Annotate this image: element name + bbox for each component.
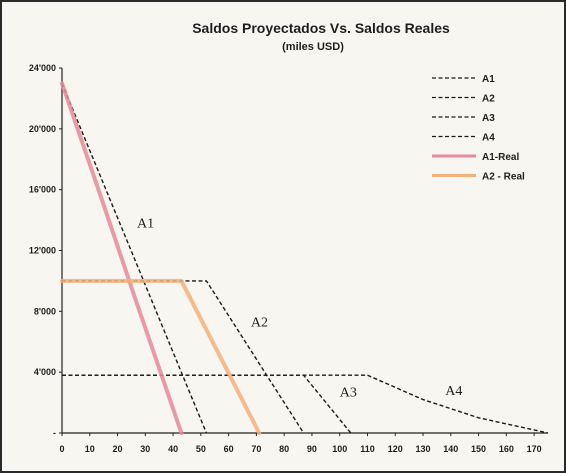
x-tick-label: 70 — [251, 444, 261, 454]
x-tick-label: 20 — [113, 444, 123, 454]
x-tick-label: 80 — [279, 444, 289, 454]
x-tick-label: 60 — [224, 444, 234, 454]
annotation-a4: A4 — [445, 384, 462, 399]
legend-label-a4: A4 — [482, 133, 495, 144]
series-line-a3 — [62, 374, 352, 434]
legend-label-a1: A1 — [482, 74, 495, 85]
x-tick-label: 170 — [527, 444, 542, 454]
x-tick-label: 0 — [59, 444, 64, 454]
annotations: A1 A2 A3 A4 — [137, 217, 462, 401]
legend-label-a3: A3 — [482, 113, 495, 124]
x-tick-label: 100 — [332, 444, 347, 454]
y-tick-label: 8'000 — [34, 306, 56, 316]
chart-title: Saldos Proyectados Vs. Saldos Reales — [192, 20, 450, 36]
series-line-a1 — [61, 82, 208, 434]
x-tick-label: 50 — [196, 444, 206, 454]
annotation-a1: A1 — [137, 217, 154, 232]
series-line-a2 — [62, 280, 305, 434]
x-tick-label: 120 — [388, 444, 403, 454]
series-line-a1-real — [60, 81, 184, 435]
legend-label-a2-real: A2 - Real — [482, 172, 525, 183]
y-tick-label: 16'000 — [29, 185, 56, 195]
x-tick-label: 10 — [85, 444, 95, 454]
x-tick-label: 110 — [360, 444, 375, 454]
legend-label-a1-real: A1-Real — [482, 152, 519, 163]
y-tick-label: 20'000 — [29, 124, 56, 134]
x-tick-label: 30 — [140, 444, 150, 454]
chart-subtitle: (miles USD) — [282, 41, 344, 53]
legend-label-a2: A2 — [482, 94, 495, 105]
x-tick-label: 40 — [168, 444, 178, 454]
x-tick-label: 130 — [416, 444, 431, 454]
annotation-a2: A2 — [251, 316, 268, 331]
x-tick-label: 150 — [471, 444, 486, 454]
x-tick-label: 90 — [307, 444, 317, 454]
legend: A1 A2 A3 A4 A1-Real A2 - Real — [432, 74, 525, 183]
y-tick-label: 12'000 — [29, 246, 56, 256]
y-tick-label: 24'000 — [29, 63, 56, 73]
y-tick-label: 4'000 — [34, 367, 56, 377]
series-line-a4 — [62, 374, 549, 434]
annotation-a3: A3 — [340, 386, 357, 401]
x-tick-label: 140 — [443, 444, 458, 454]
x-tick-label: 160 — [499, 444, 514, 454]
y-tick-label: - — [53, 428, 56, 438]
axes: - 4'000 8'000 12'000 16'000 20'000 24'000 0 10 20… — [29, 63, 548, 454]
series-group — [60, 81, 549, 435]
series-line-a2-real — [60, 278, 262, 435]
